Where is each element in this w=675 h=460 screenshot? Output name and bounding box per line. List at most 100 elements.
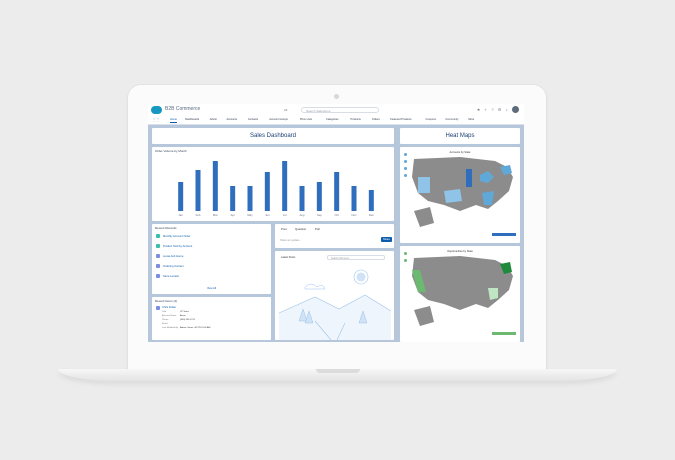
recent-record-link[interactable]: Store Locator bbox=[163, 274, 180, 278]
recent-records-title: Recent Records bbox=[155, 226, 177, 230]
nav-item-products[interactable]: Products bbox=[350, 118, 361, 121]
navigation-bar: ⋮⋮ Home Dashboards Admin Accounts Contacts Ac… bbox=[148, 116, 524, 125]
field-label: Account Name bbox=[162, 315, 177, 317]
help-icon[interactable]: ? bbox=[491, 107, 494, 112]
user-avatar[interactable] bbox=[512, 106, 519, 113]
bar-mar[interactable] bbox=[212, 161, 218, 211]
recent-items-card: Recent Items (2) Chris Dolan Title VP Sal… bbox=[152, 297, 271, 340]
favorites-icon[interactable]: ★ bbox=[476, 107, 481, 112]
global-search-input[interactable]: Search Salesforce bbox=[301, 107, 379, 113]
recent-record-link[interactable]: Monthly Account Order bbox=[163, 234, 191, 238]
sales-dashboard-banner: Sales Dashboard bbox=[152, 128, 394, 144]
opportunities-heatmap-card: Opportunities by State bbox=[400, 246, 520, 342]
nav-item-orders[interactable]: Orders bbox=[371, 118, 380, 121]
tab-post[interactable]: Post bbox=[281, 227, 287, 231]
nav-item-featured-products[interactable]: Featured Products bbox=[390, 118, 412, 121]
screen: B2B Commerce All Search Salesforce ★ + ?… bbox=[148, 104, 524, 342]
nav-item-coupons[interactable]: Coupons bbox=[425, 118, 436, 121]
accounts-map-title: Accounts by State bbox=[449, 151, 471, 154]
bar-sep[interactable] bbox=[316, 182, 322, 211]
bar-nov[interactable] bbox=[351, 186, 357, 211]
bar-jul[interactable] bbox=[282, 161, 288, 211]
opportunities-us-map bbox=[412, 256, 516, 335]
empty-feed-illustration bbox=[278, 269, 392, 340]
publisher-card: Post Question Poll Share an update... Sh… bbox=[275, 224, 394, 248]
nav-item-community[interactable]: Community bbox=[445, 118, 459, 121]
x-tick-label: Aug bbox=[300, 213, 305, 217]
field-label: Title bbox=[162, 311, 167, 313]
recent-record-link[interactable]: Ordering Contact bbox=[163, 264, 184, 268]
recent-item-name-link[interactable]: Chris Dolan bbox=[162, 306, 177, 309]
bar-jun[interactable] bbox=[264, 172, 270, 211]
field-value: Admin Owner, 4/17/18 9:03 AM bbox=[180, 327, 211, 329]
map-control-dot[interactable] bbox=[404, 160, 407, 163]
accounts-heatmap-card: Accounts by State bbox=[400, 147, 520, 243]
order-volume-chart: Jan Feb Mar Apr May Jun Jul Aug Sep Oct Nov Dec bbox=[178, 161, 375, 217]
order-volume-card: Order Volume by Month Jan Feb Mar Apr May Jun… bbox=[152, 147, 394, 221]
record-icon bbox=[156, 254, 160, 258]
heat-maps-title: Heat Maps bbox=[445, 133, 475, 139]
opportunities-map-title: Opportunities by State bbox=[447, 250, 473, 253]
feed-filter-select[interactable]: Latest Posts bbox=[281, 256, 296, 259]
bar-jan[interactable] bbox=[178, 182, 184, 211]
order-volume-title: Order Volume by Month bbox=[155, 149, 187, 153]
bar-aug[interactable] bbox=[299, 186, 305, 211]
x-tick-label: Nov bbox=[352, 213, 358, 217]
bar-apr[interactable] bbox=[230, 186, 236, 211]
nav-item-more[interactable]: More bbox=[468, 118, 475, 121]
map-control-dot[interactable] bbox=[404, 252, 407, 255]
view-all-link[interactable]: View All bbox=[206, 287, 217, 290]
field-label: Last Modified By bbox=[162, 327, 179, 329]
app-launcher-icon[interactable]: ⋮⋮ bbox=[152, 117, 160, 122]
nav-item-accounts[interactable]: Accounts bbox=[226, 118, 238, 121]
bar-may[interactable] bbox=[247, 186, 253, 211]
nav-item-categories[interactable]: Categories bbox=[326, 118, 339, 121]
share-update-input[interactable]: Share an update... bbox=[280, 239, 302, 242]
bar-oct[interactable] bbox=[334, 172, 340, 211]
nav-item-home[interactable]: Home bbox=[170, 118, 177, 123]
bar-dec[interactable] bbox=[368, 190, 374, 211]
nav-item-account-groups[interactable]: Account Groups bbox=[269, 118, 288, 121]
x-tick-label: Oct bbox=[334, 213, 339, 217]
global-actions-icon[interactable]: + bbox=[484, 107, 487, 112]
share-button[interactable]: Share bbox=[381, 237, 392, 242]
laptop-notch bbox=[316, 369, 360, 373]
field-label: Email bbox=[162, 323, 168, 325]
x-tick-label: Mar bbox=[213, 213, 218, 217]
notifications-bell-icon[interactable]: ♪ bbox=[505, 107, 508, 112]
sales-dashboard-title: Sales Dashboard bbox=[249, 133, 297, 139]
tab-poll[interactable]: Poll bbox=[315, 227, 320, 231]
feed-search-input[interactable]: Search this feed... bbox=[327, 255, 385, 260]
field-value: Acme bbox=[180, 315, 186, 317]
nav-item-contacts[interactable]: Contacts bbox=[247, 118, 259, 121]
bar-feb[interactable] bbox=[195, 170, 201, 211]
app-name: B2B Commerce bbox=[165, 106, 201, 112]
nav-item-dashboards[interactable]: Dashboards bbox=[185, 118, 200, 121]
record-icon bbox=[156, 264, 160, 268]
nav-item-admin[interactable]: Admin bbox=[209, 118, 218, 121]
record-icon bbox=[156, 274, 160, 278]
recent-record-link[interactable]: Product Sold by Account bbox=[163, 244, 193, 248]
nav-item-price-lists[interactable]: Price Lists bbox=[299, 118, 312, 121]
heat-maps-banner: Heat Maps bbox=[400, 128, 520, 144]
x-tick-label: Sep bbox=[317, 213, 322, 217]
map-control-dot[interactable] bbox=[404, 153, 407, 156]
contact-icon bbox=[156, 306, 160, 310]
map-control-dot[interactable] bbox=[404, 174, 407, 177]
laptop-base bbox=[58, 369, 617, 381]
tab-question[interactable]: Question bbox=[295, 227, 307, 231]
map-control-dot[interactable] bbox=[404, 259, 407, 262]
field-label: Phone bbox=[162, 319, 169, 321]
x-tick-label: Jan bbox=[178, 213, 183, 217]
setup-gear-icon[interactable]: ⚙ bbox=[497, 107, 502, 112]
record-icon bbox=[156, 234, 160, 238]
x-tick-label: Dec bbox=[369, 213, 375, 217]
search-scope-select[interactable]: All bbox=[284, 108, 288, 112]
recent-record-link[interactable]: Lucas Ash Home bbox=[163, 254, 184, 258]
recent-records-card: Recent Records Monthly Account Order Prod… bbox=[152, 224, 271, 294]
field-value: VP Sales bbox=[180, 311, 189, 313]
field-value: (800) 555-1212 bbox=[180, 319, 195, 321]
salesforce-logo-icon[interactable] bbox=[151, 106, 162, 114]
map-control-dot[interactable] bbox=[404, 167, 407, 170]
x-tick-label: Feb bbox=[196, 213, 201, 217]
